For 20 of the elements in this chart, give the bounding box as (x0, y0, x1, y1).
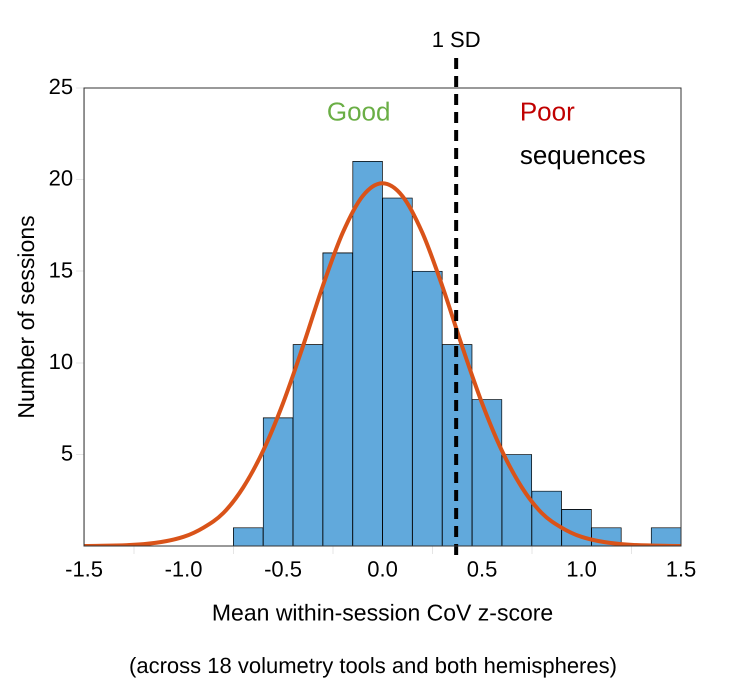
y-tick-label: 10 (48, 348, 74, 374)
ref-line-label: 1 SD (432, 27, 481, 52)
y-axis-title: Number of sessions (13, 215, 40, 419)
x-axis-title: Mean within-session CoV z-score (212, 600, 554, 626)
y-tick-label: 25 (48, 74, 74, 100)
x-tick-label: 0.5 (466, 556, 498, 582)
line-series (84, 181, 681, 546)
y-tick-label: 20 (48, 166, 74, 191)
annotation: sequences (520, 140, 646, 170)
text: (across 18 volumetry tools and both hemispheres) (129, 653, 617, 678)
x-tick-label: 1.5 (666, 556, 696, 582)
annotation: Poor (520, 96, 576, 126)
x-tick-label: 0.0 (367, 556, 398, 582)
x-tick-label: -0.5 (264, 556, 302, 582)
x-tick-label: 1.0 (566, 556, 597, 582)
x-tick-label: -1.0 (164, 556, 203, 582)
y-tick-label: 15 (48, 257, 74, 282)
x-tick-label: -1.5 (65, 556, 104, 582)
y-tick-label: 5 (60, 440, 74, 466)
annotation: Good (326, 96, 390, 126)
